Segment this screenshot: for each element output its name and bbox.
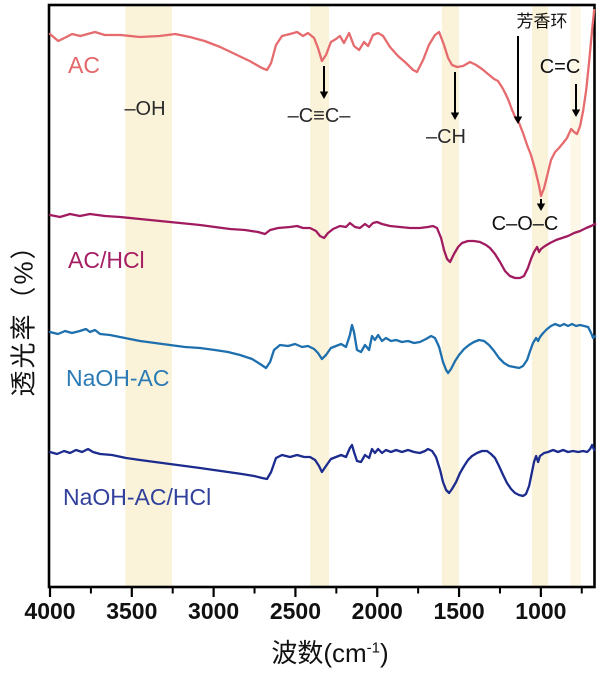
- annotation-label: –C≡C–: [287, 105, 351, 127]
- annotation-label: C=C: [539, 56, 581, 78]
- x-axis-label-text: 波数(cm: [271, 638, 367, 668]
- annotation-arrowhead-icon: [450, 112, 460, 120]
- annotation-label: –OH: [124, 98, 166, 120]
- series-label-NaOH-AC: NaOH-AC: [66, 365, 170, 391]
- highlight-band: [570, 6, 581, 586]
- x-tick-label: 3500: [106, 598, 158, 624]
- x-tick-label: 1500: [433, 598, 485, 624]
- annotation-arrowhead-icon: [571, 109, 581, 117]
- spectrum-curve-AC/HCl: [48, 212, 597, 280]
- highlight-band: [125, 6, 172, 586]
- annotation-arrowhead-icon: [513, 116, 523, 124]
- plot-frame: [47, 3, 596, 589]
- annotation-label: C–O–C: [491, 213, 559, 235]
- x-tick-label: 2500: [269, 598, 322, 624]
- spectrum-curve-NaOH-AC/HCl: [48, 443, 596, 498]
- highlight-band: [441, 6, 460, 586]
- x-tick-label: 3000: [188, 598, 240, 624]
- y-axis-label: 透光率（%）: [8, 231, 39, 397]
- annotation-label: –CH: [425, 126, 467, 148]
- annotation-arrowhead-icon: [536, 203, 546, 211]
- x-tick-label: 2000: [351, 598, 403, 624]
- annotation-arrowhead-icon: [319, 91, 329, 99]
- spectrum-curve-NaOH-AC: [48, 322, 597, 375]
- series-label-NaOH-AC/HCl: NaOH-AC/HCl: [63, 484, 212, 510]
- x-tick-label: 4000: [24, 598, 76, 624]
- series-label-AC: AC: [68, 52, 100, 78]
- highlight-band: [531, 6, 549, 586]
- series-label-AC/HCl: AC/HCl: [68, 247, 145, 273]
- annotation-label: 芳香环: [516, 12, 568, 31]
- spectrum-curve-AC: [48, 8, 596, 198]
- x-axis-label-close: ): [380, 638, 389, 668]
- x-axis-label: 波数(cm-1): [271, 633, 388, 670]
- x-axis-label-superscript: -1: [366, 639, 380, 657]
- x-tick-label: 1000: [515, 598, 567, 624]
- highlight-band: [310, 6, 329, 586]
